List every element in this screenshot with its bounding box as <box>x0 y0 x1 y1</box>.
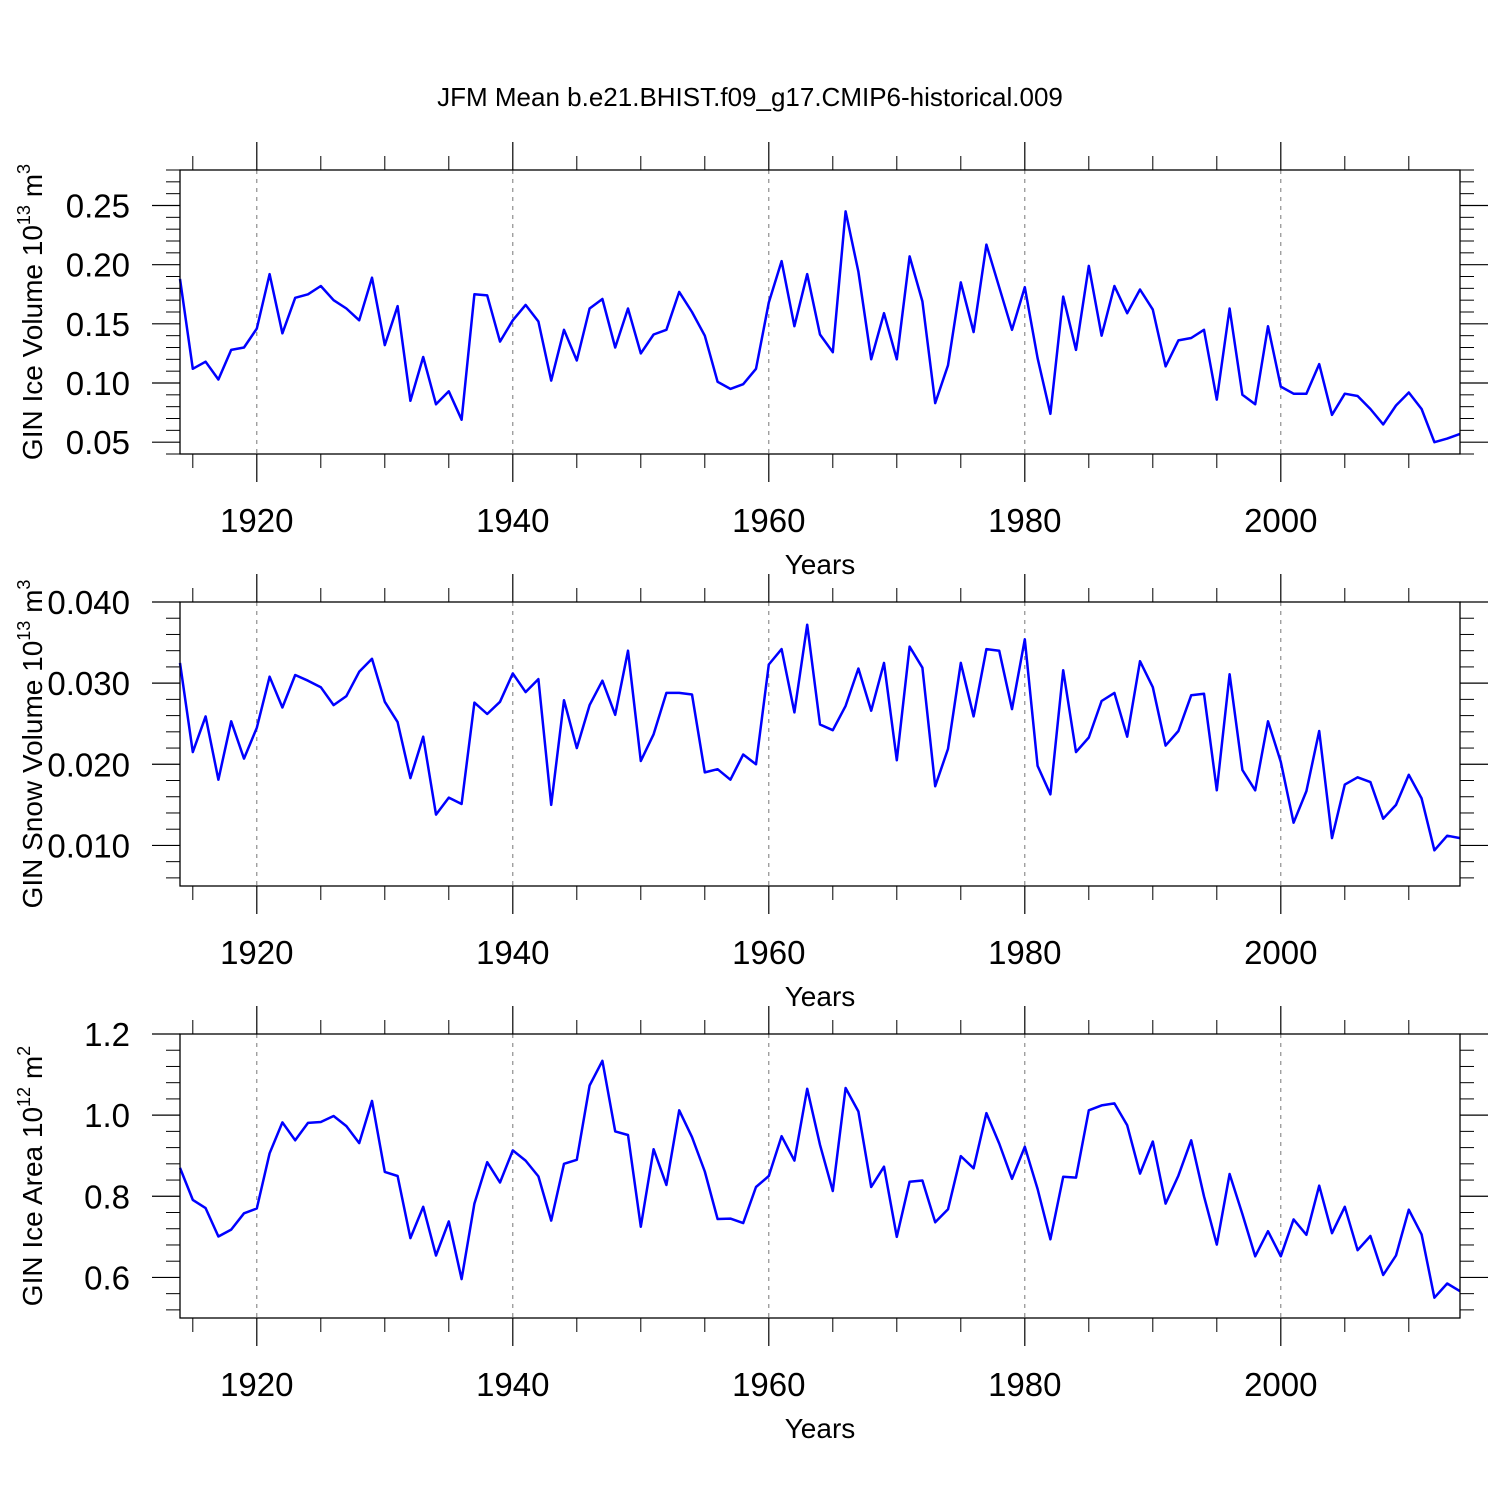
ice-volume-y-axis-label-exponent: 13 <box>14 205 34 225</box>
snow-volume-y-tick-label: 0.040 <box>47 584 130 621</box>
ice-area-y-axis-label-unit-exponent: 2 <box>14 1046 34 1056</box>
ice-area-y-axis-label-unit: m <box>17 1056 48 1087</box>
snow-volume-plot-frame <box>179 601 1461 887</box>
ice-volume-panel: 1920 1940 1960 1980 2000 0.05 0.10 0.15 0.20 0.25… <box>14 142 1488 580</box>
ice-area-y-axis-label: GIN Ice Area 1012 m2 <box>14 1046 48 1306</box>
ice-volume-plot-frame <box>179 169 1461 455</box>
ice-area-y-axis-label-text: GIN Ice Area 10 <box>17 1107 48 1306</box>
snow-volume-y-axis-label-exponent: 13 <box>14 621 34 641</box>
ice-volume-x-tick-label: 1920 <box>220 502 293 539</box>
ice-volume-x-axis-label: Years <box>785 549 856 580</box>
snow-volume-y-axis-label-unit-exponent: 3 <box>14 580 34 590</box>
snow-volume-y-tick-label: 0.010 <box>47 827 130 864</box>
snow-volume-x-tick-label: 1940 <box>476 934 549 971</box>
ice-volume-y-tick-label: 0.15 <box>66 306 130 343</box>
ice-volume-x-tick-label: 2000 <box>1244 502 1317 539</box>
snow-volume-y-axis-label-text: GIN Snow Volume 10 <box>17 641 48 909</box>
ice-area-x-tick-label: 1980 <box>988 1366 1061 1403</box>
snow-volume-y-axis-label-unit: m <box>17 590 48 621</box>
ice-area-panel: 1920 1940 1960 1980 2000 0.6 0.8 1.0 1.2 Years GIN… <box>14 1006 1488 1444</box>
snow-volume-y-tick-label: 0.020 <box>47 746 130 783</box>
snow-volume-y-axis-label: GIN Snow Volume 1013 m3 <box>14 580 48 909</box>
ice-volume-x-tick-label: 1960 <box>732 502 805 539</box>
ice-area-x-axis-label: Years <box>785 1413 856 1444</box>
ice-volume-y-axis-label-unit: m <box>17 174 48 205</box>
snow-volume-x-tick-label: 1960 <box>732 934 805 971</box>
snow-volume-x-tick-label: 1980 <box>988 934 1061 971</box>
figure-title: JFM Mean b.e21.BHIST.f09_g17.CMIP6-histo… <box>437 82 1063 112</box>
ice-volume-y-tick-label: 0.20 <box>66 247 130 284</box>
ice-area-y-tick-label: 0.8 <box>84 1178 130 1215</box>
ice-volume-y-axis-label-text: GIN Ice Volume 10 <box>17 225 48 460</box>
ice-area-y-axis-label-exponent: 12 <box>14 1087 34 1107</box>
ice-volume-x-tick-label: 1940 <box>476 502 549 539</box>
ice-area-x-tick-label: 1920 <box>220 1366 293 1403</box>
ice-area-x-tick-label: 2000 <box>1244 1366 1317 1403</box>
snow-volume-x-tick-label: 2000 <box>1244 934 1317 971</box>
ice-volume-y-tick-label: 0.05 <box>66 424 130 461</box>
snow-volume-y-tick-label: 0.030 <box>47 665 130 702</box>
ice-volume-series-line <box>178 210 1461 444</box>
ice-area-x-tick-label: 1960 <box>732 1366 805 1403</box>
ice-area-x-tick-label: 1940 <box>476 1366 549 1403</box>
ice-area-y-tick-label: 1.0 <box>84 1097 130 1134</box>
snow-volume-x-axis-label: Years <box>785 981 856 1012</box>
snow-volume-series-line <box>178 623 1461 852</box>
snow-volume-x-tick-label: 1920 <box>220 934 293 971</box>
ice-volume-y-axis-label: GIN Ice Volume 1013 m3 <box>14 164 48 460</box>
ice-volume-y-tick-label: 0.10 <box>66 365 130 402</box>
ice-volume-y-axis-label-unit-exponent: 3 <box>14 164 34 174</box>
ice-volume-x-tick-label: 1980 <box>988 502 1061 539</box>
ice-area-y-tick-label: 0.6 <box>84 1259 130 1296</box>
ice-volume-y-tick-label: 0.25 <box>66 188 130 225</box>
snow-volume-panel: 1920 1940 1960 1980 2000 0.010 0.020 0.030 0.040… <box>14 574 1488 1012</box>
ice-area-y-tick-label: 1.2 <box>84 1016 130 1053</box>
ice-area-series-line <box>178 1059 1461 1299</box>
ice-area-plot-frame <box>179 1033 1461 1319</box>
